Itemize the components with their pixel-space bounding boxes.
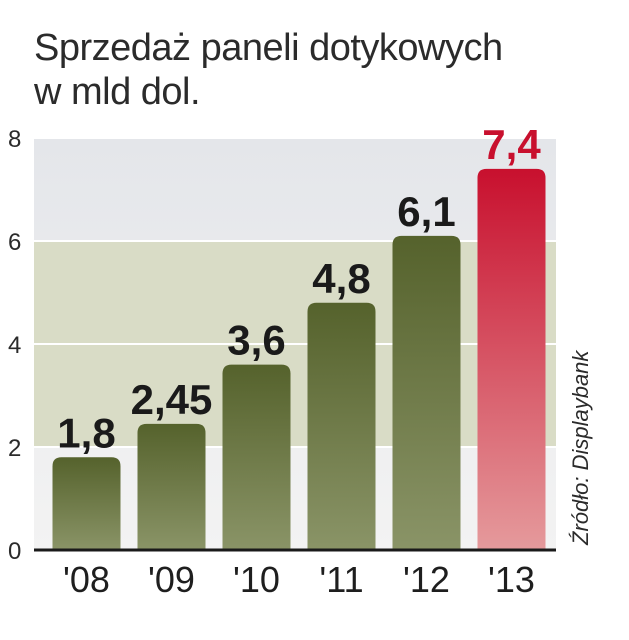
bar-5 [477, 168, 546, 550]
x-tick-label-3: '11 [319, 559, 363, 600]
title-line-2: w mld dol. [34, 71, 201, 113]
value-label-5: 7,4 [482, 121, 541, 168]
chart-title: Sprzedaż paneli dotykowych w mld dol. [34, 26, 503, 114]
y-tick-label: 0 [8, 538, 21, 565]
value-label-0: 1,8 [57, 409, 115, 456]
y-tick-label: 4 [8, 332, 21, 359]
bar-2 [222, 364, 291, 550]
value-label-3: 4,8 [312, 255, 370, 302]
y-tick-label: 6 [8, 229, 21, 256]
bar-1 [137, 423, 206, 550]
bar-3 [307, 302, 376, 550]
x-tick-label-1: '09 [148, 559, 195, 600]
x-tick-label-4: '12 [403, 559, 450, 600]
x-tick-label-0: '08 [63, 559, 110, 600]
value-label-2: 3,6 [227, 317, 285, 364]
value-label-1: 2,45 [131, 376, 213, 423]
y-tick-label: 2 [8, 435, 21, 462]
x-tick-label-5: '13 [488, 559, 535, 600]
title-line-1: Sprzedaż paneli dotykowych [34, 27, 503, 69]
value-label-4: 6,1 [397, 188, 455, 235]
bar-4 [392, 235, 461, 550]
y-tick-label: 8 [8, 126, 21, 153]
x-tick-label-2: '10 [233, 559, 280, 600]
source-label: Źródło: Displaybank [568, 350, 593, 546]
bar-0 [52, 457, 121, 550]
